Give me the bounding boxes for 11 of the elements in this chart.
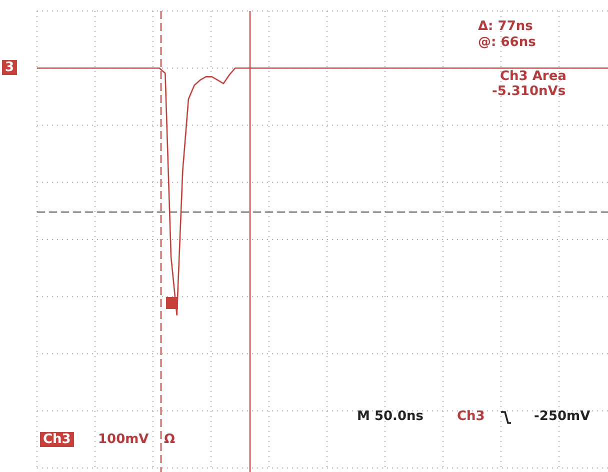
annotation: Ch3 Area [500,69,566,84]
text: M 50.0ns [357,409,424,424]
text: 3 [2,60,18,75]
text: Δ: 77ns [478,19,533,34]
annotation: -5.310nVs [492,84,566,99]
text: @: 66ns [478,35,536,50]
text: Ω [164,432,176,447]
text: Ch3 [457,409,485,424]
text: -250mV [534,409,590,424]
text: Ch3 [40,432,74,447]
text: 100mV [98,432,149,447]
